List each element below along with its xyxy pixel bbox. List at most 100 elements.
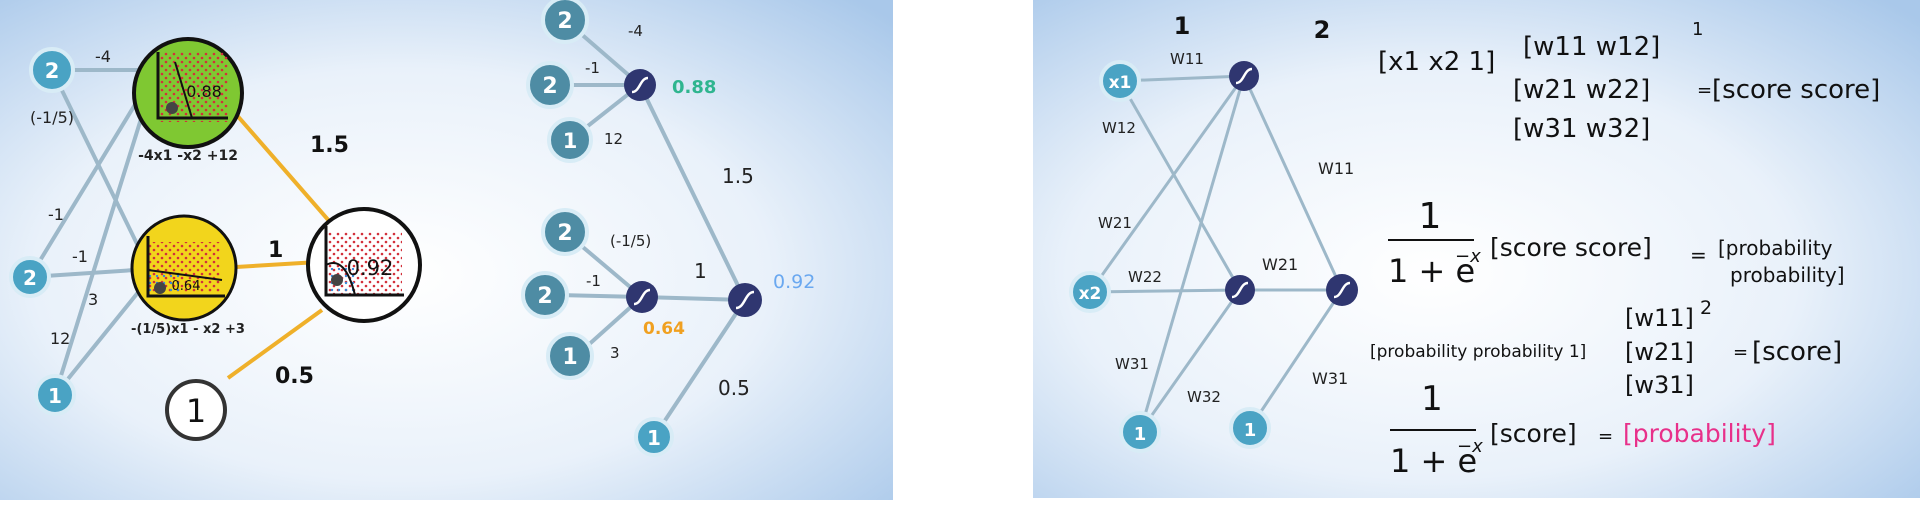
panel3-weight-label: W21 <box>1098 214 1132 232</box>
panel-1: 2 2 1 -4 (-1/5) -1 -1 3 12 0.88 -4x1 -x2… <box>9 37 422 441</box>
region-output-node: 0.92 <box>306 207 422 323</box>
svg-text:1: 1 <box>186 392 206 430</box>
panel1-bias-node: 1 <box>165 379 227 441</box>
panel2-weight-label: (-1/5) <box>610 232 651 250</box>
eq3-row2: [w21] <box>1625 338 1694 366</box>
eq3-result: [score] <box>1752 337 1842 367</box>
panel3-input-x1: x1 <box>1099 60 1141 102</box>
panel2-weight-label: 12 <box>604 130 623 148</box>
panel2-output-weight: 1 <box>694 259 707 283</box>
eq4-argument: [score] <box>1490 419 1577 448</box>
panel3-sigmoid-output <box>1326 274 1358 306</box>
panel3-sigmoid-1 <box>1229 61 1259 91</box>
panel-2: 2 2 1 -4 -1 12 0.88 2 2 1 <box>521 0 815 457</box>
panel1-weight-label: (-1/5) <box>30 108 74 127</box>
panel3-input-bias-2: 1 <box>1229 407 1271 449</box>
panel3-input-x2: x2 <box>1069 271 1111 313</box>
eq2-denominator: 1 + e <box>1388 252 1475 290</box>
panel3-weight-label: W12 <box>1102 119 1136 137</box>
eq2-exponent: −x <box>1455 246 1481 267</box>
eq3-superscript: 2 <box>1700 297 1712 319</box>
panel2-top-input-2: 2 <box>526 61 574 109</box>
panel2-top-input-1: 2 <box>541 0 589 44</box>
panel2-output-weight: 0.5 <box>718 376 750 400</box>
panel2-weight-label: -4 <box>628 22 643 40</box>
eq3-row3: [w31] <box>1625 371 1694 399</box>
sigmoid-node-top <box>624 69 656 101</box>
panel3-weight-label: W22 <box>1128 268 1162 286</box>
equation-3: [probability probability 1] [w11] 2 [w21… <box>1370 297 1842 399</box>
svg-text:1: 1 <box>647 426 661 450</box>
panel2-weight-label: -1 <box>586 272 601 290</box>
panel1-input-node-2: 2 <box>9 256 51 298</box>
region-output-value: 0.92 <box>347 256 394 280</box>
svg-text:2: 2 <box>542 74 557 99</box>
svg-text:1: 1 <box>1134 424 1147 445</box>
svg-text:2: 2 <box>23 266 37 290</box>
svg-text:2: 2 <box>537 284 552 309</box>
eq2-numerator: 1 <box>1419 196 1442 237</box>
panel-3: 1 2 x1 x2 1 1 W11 W12 <box>1069 12 1880 480</box>
region-mid-equation: -(1/5)x1 - x2 +3 <box>131 322 245 337</box>
eq1-equals: = <box>1697 80 1712 101</box>
panel1-output-weight: 1.5 <box>310 133 349 158</box>
equation-4: 1 1 + e −x [score] = [probability] <box>1390 379 1776 480</box>
eq1-row1: [w11 w12] <box>1523 32 1660 62</box>
panel1-output-edges <box>226 103 332 380</box>
region-mid-value: 0.64 <box>172 279 201 294</box>
panel3-weight-label: W31 <box>1115 355 1149 373</box>
panel3-weight-label: W31 <box>1312 369 1348 388</box>
eq3-row1: [w11] <box>1625 304 1694 332</box>
svg-text:x1: x1 <box>1109 73 1132 93</box>
panel3-weight-label: W32 <box>1187 388 1221 406</box>
svg-text:1: 1 <box>48 384 62 408</box>
panel1-output-weight: 0.5 <box>275 364 314 389</box>
layer-label-2: 2 <box>1314 16 1331 44</box>
panel2-top-input-bias: 1 <box>547 117 593 163</box>
panel3-input-bias-1: 1 <box>1119 411 1161 453</box>
eq3-equals: = <box>1733 342 1748 363</box>
eq1-vector: [x1 x2 1] <box>1378 47 1495 77</box>
eq3-vector: [probability probability 1] <box>1370 342 1586 362</box>
panel1-weight-label: -1 <box>48 205 64 224</box>
svg-text:1: 1 <box>563 129 578 153</box>
panel1-input-node-bias: 1 <box>34 374 76 416</box>
panel2-output-weight: 1.5 <box>722 164 754 188</box>
panel2-mid-input-1: 2 <box>541 208 589 256</box>
region-mid-node: 0.64 <box>130 214 238 322</box>
eq4-exponent: −x <box>1457 436 1483 457</box>
panel3-weight-label: W11 <box>1318 159 1354 178</box>
svg-text:2: 2 <box>557 9 572 34</box>
panel3-weight-label: W21 <box>1262 255 1298 274</box>
panel2-mid-input-2: 2 <box>521 271 569 319</box>
eq1-row3: [w31 w32] <box>1513 114 1650 144</box>
svg-text:1: 1 <box>562 345 577 370</box>
panel1-weight-label: -4 <box>95 47 111 66</box>
svg-text:1: 1 <box>1244 420 1257 441</box>
panel2-mid-input-bias: 1 <box>546 332 594 380</box>
equation-1: [x1 x2 1] [w11 w12] 1 [w21 w22] = [score… <box>1378 19 1880 144</box>
eq1-superscript: 1 <box>1692 19 1703 40</box>
eq4-denominator: 1 + e <box>1390 442 1477 480</box>
panel3-weight-label: W11 <box>1170 50 1204 68</box>
eq2-result-line2: probability] <box>1730 263 1845 287</box>
panel2-final-output: 0.92 <box>773 271 815 293</box>
eq4-equals: = <box>1598 426 1613 447</box>
svg-text:2: 2 <box>557 221 572 246</box>
eq2-argument: [score score] <box>1490 233 1652 262</box>
panel3-sigmoid-2 <box>1225 275 1255 305</box>
region-top-value: 0.88 <box>186 82 222 101</box>
panel2-mid-output: 0.64 <box>643 319 685 339</box>
region-top-node: 0.88 <box>132 37 244 149</box>
eq1-row2: [w21 w22] <box>1513 75 1650 105</box>
panel1-weight-label: 3 <box>88 290 98 309</box>
panel2-weight-label: -1 <box>585 59 600 77</box>
svg-text:2: 2 <box>45 59 60 83</box>
svg-text:x2: x2 <box>1079 284 1102 304</box>
layer-label-1: 1 <box>1174 12 1191 40</box>
panel-2-background <box>1033 0 1920 498</box>
panel1-input-node-1: 2 <box>29 47 75 93</box>
panel2-output-bias-node: 1 <box>634 417 674 457</box>
panel1-weight-label: 12 <box>50 329 70 348</box>
